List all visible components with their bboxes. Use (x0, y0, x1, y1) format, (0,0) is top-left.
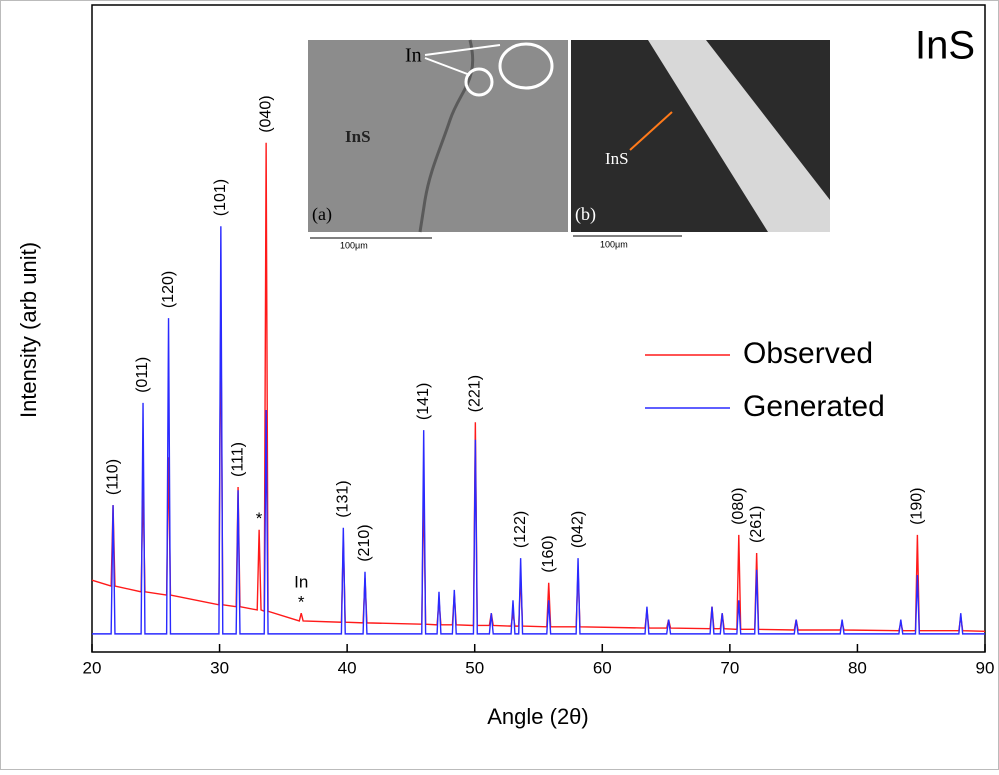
peak-label: (011) (134, 357, 151, 393)
peak-label: (080) (730, 488, 747, 525)
inset-label: InS (605, 149, 629, 168)
peak-label: (111) (229, 442, 246, 477)
inset-scale: 100μm (340, 240, 368, 250)
x-axis-label: Angle (2θ) (487, 704, 589, 729)
peak-label: In (294, 573, 308, 592)
panel-label: InS (915, 24, 975, 68)
inset-scale: 100μm (600, 239, 628, 249)
peak-label: (190) (909, 488, 926, 525)
inset-panel: (b) (575, 204, 596, 225)
inset-panel: (a) (312, 204, 332, 225)
peak-label: (131) (335, 480, 352, 517)
peak-label: (042) (569, 511, 586, 548)
x-tick-label: 20 (83, 658, 102, 677)
x-tick-label: 90 (976, 658, 995, 677)
peak-label: (160) (540, 535, 557, 572)
x-tick-label: 30 (210, 658, 229, 677)
x-tick-label: 50 (465, 658, 484, 677)
peak-label: (120) (160, 271, 177, 308)
x-tick-label: 60 (593, 658, 612, 677)
peak-label: (110) (104, 459, 121, 495)
x-tick-label: 70 (720, 658, 739, 677)
peak-label: (101) (212, 179, 229, 216)
inset-label: InS (345, 127, 371, 146)
inset-a: In InS (a) 100μm (308, 40, 568, 252)
inset-b: InS (b) 100μm (571, 40, 830, 252)
y-axis-label: Intensity (arb unit) (16, 242, 41, 418)
x-tick-label: 40 (338, 658, 357, 677)
inset-label: In (405, 45, 422, 67)
peak-label: (261) (748, 506, 765, 543)
chart: Angle (2θ) Intensity (arb unit) InS In I… (0, 0, 999, 770)
x-tick-label: 80 (848, 658, 867, 677)
peak-label: (221) (467, 375, 484, 412)
peak-label: * (256, 509, 263, 528)
peak-label: (122) (512, 511, 529, 548)
peak-label: (040) (257, 95, 274, 132)
peak-label: (210) (356, 524, 373, 561)
peak-label: (141) (415, 383, 432, 420)
legend-label: Generated (743, 390, 885, 423)
legend-label: Observed (743, 337, 873, 370)
peak-label: * (298, 593, 305, 612)
